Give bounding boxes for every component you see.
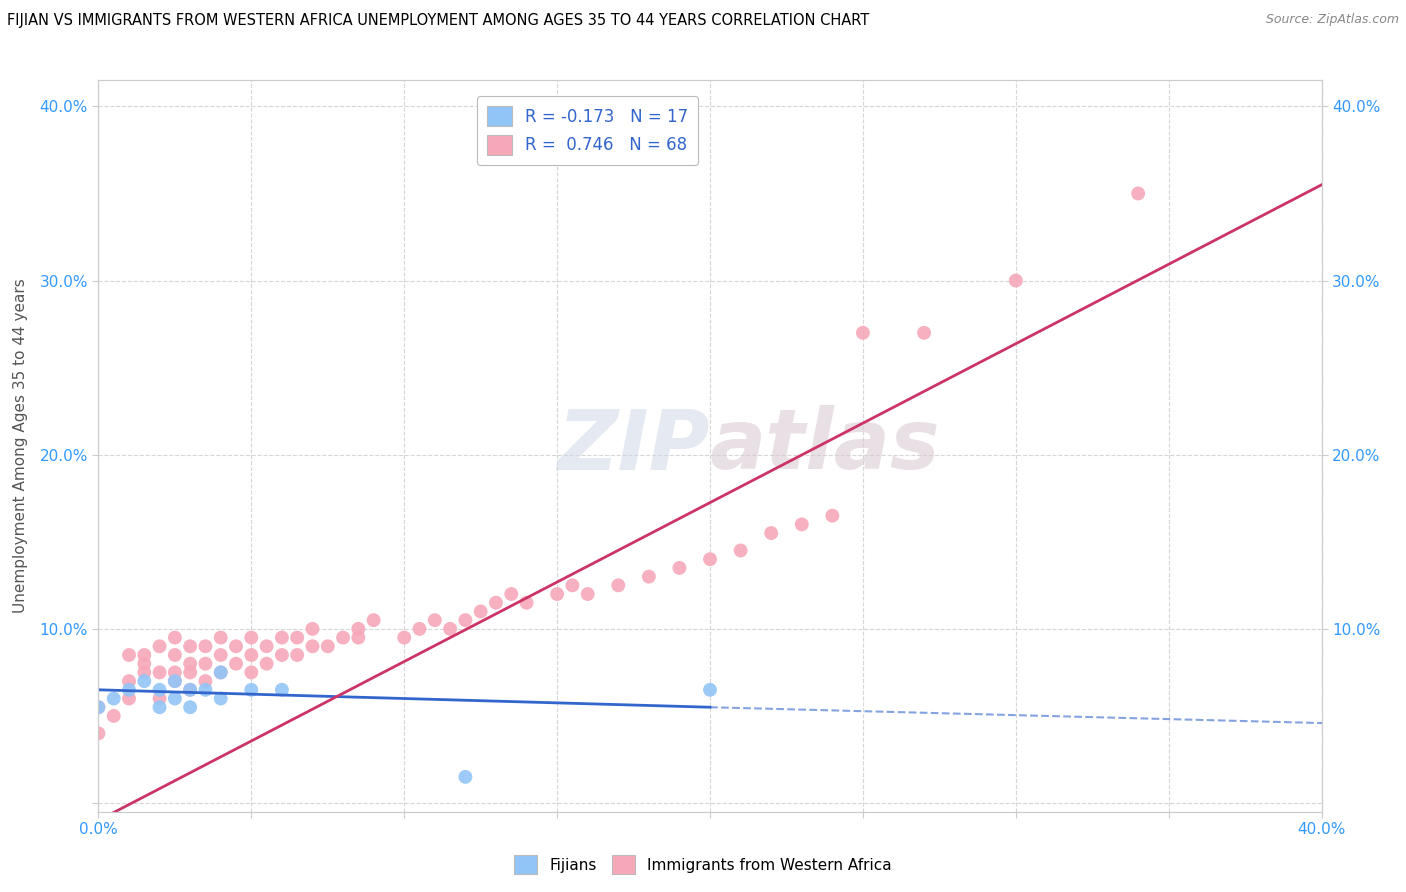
Point <box>501 587 523 601</box>
Point <box>103 691 125 706</box>
Point <box>134 674 156 689</box>
Point <box>454 613 477 627</box>
Point <box>149 691 172 706</box>
Point <box>730 543 752 558</box>
Point <box>790 517 813 532</box>
Point <box>118 648 141 662</box>
Point <box>546 587 568 601</box>
Point <box>163 648 186 662</box>
Point <box>194 657 217 671</box>
Point <box>194 640 217 654</box>
Point <box>87 700 110 714</box>
Point <box>209 648 232 662</box>
Text: ZIP: ZIP <box>557 406 710 486</box>
Point <box>240 648 263 662</box>
Point <box>408 622 430 636</box>
Point <box>423 613 446 627</box>
Point <box>270 682 292 697</box>
Point <box>134 665 156 680</box>
Point <box>87 700 110 714</box>
Point <box>118 691 141 706</box>
Point <box>179 640 201 654</box>
Point <box>209 691 232 706</box>
Point <box>134 648 156 662</box>
Point <box>285 631 308 645</box>
Point <box>332 631 354 645</box>
Point <box>194 682 217 697</box>
Point <box>301 622 323 636</box>
Point <box>163 665 186 680</box>
Point <box>209 631 232 645</box>
Point <box>363 613 385 627</box>
Point <box>699 682 721 697</box>
Point <box>163 674 186 689</box>
Point <box>439 622 461 636</box>
Point <box>179 657 201 671</box>
Point <box>118 682 141 697</box>
Point <box>134 657 156 671</box>
Point <box>149 682 172 697</box>
Text: atlas: atlas <box>710 406 941 486</box>
Point <box>240 631 263 645</box>
Point <box>179 682 201 697</box>
Point <box>149 640 172 654</box>
Point <box>256 657 278 671</box>
Point <box>163 631 186 645</box>
Point <box>699 552 721 566</box>
Point <box>163 691 186 706</box>
Point <box>179 682 201 697</box>
Point <box>454 770 477 784</box>
Point <box>637 569 661 583</box>
Point <box>1128 186 1150 201</box>
Point <box>163 674 186 689</box>
Point <box>285 648 308 662</box>
Point <box>301 640 323 654</box>
Point <box>103 709 125 723</box>
Point <box>912 326 935 340</box>
Point <box>316 640 339 654</box>
Y-axis label: Unemployment Among Ages 35 to 44 years: Unemployment Among Ages 35 to 44 years <box>14 278 28 614</box>
Point <box>270 648 292 662</box>
Point <box>194 674 217 689</box>
Point <box>240 682 263 697</box>
Legend: R = -0.173   N = 17, R =  0.746   N = 68: R = -0.173 N = 17, R = 0.746 N = 68 <box>477 96 699 165</box>
Legend: Fijians, Immigrants from Western Africa: Fijians, Immigrants from Western Africa <box>508 849 898 880</box>
Point <box>576 587 599 601</box>
Text: FIJIAN VS IMMIGRANTS FROM WESTERN AFRICA UNEMPLOYMENT AMONG AGES 35 TO 44 YEARS : FIJIAN VS IMMIGRANTS FROM WESTERN AFRICA… <box>7 13 869 29</box>
Point <box>87 726 110 740</box>
Point <box>240 665 263 680</box>
Point <box>179 700 201 714</box>
Point <box>149 700 172 714</box>
Point <box>270 631 292 645</box>
Point <box>256 640 278 654</box>
Point <box>347 622 370 636</box>
Point <box>516 596 538 610</box>
Point <box>607 578 630 592</box>
Point <box>347 631 370 645</box>
Point <box>118 674 141 689</box>
Point <box>179 665 201 680</box>
Point <box>209 665 232 680</box>
Point <box>821 508 844 523</box>
Point <box>759 526 782 541</box>
Point <box>392 631 416 645</box>
Point <box>1004 274 1026 288</box>
Text: Source: ZipAtlas.com: Source: ZipAtlas.com <box>1265 13 1399 27</box>
Point <box>470 604 492 618</box>
Point <box>485 596 508 610</box>
Point <box>852 326 875 340</box>
Point <box>149 665 172 680</box>
Point <box>225 657 247 671</box>
Point <box>561 578 583 592</box>
Point <box>668 561 690 575</box>
Point <box>209 665 232 680</box>
Point <box>225 640 247 654</box>
